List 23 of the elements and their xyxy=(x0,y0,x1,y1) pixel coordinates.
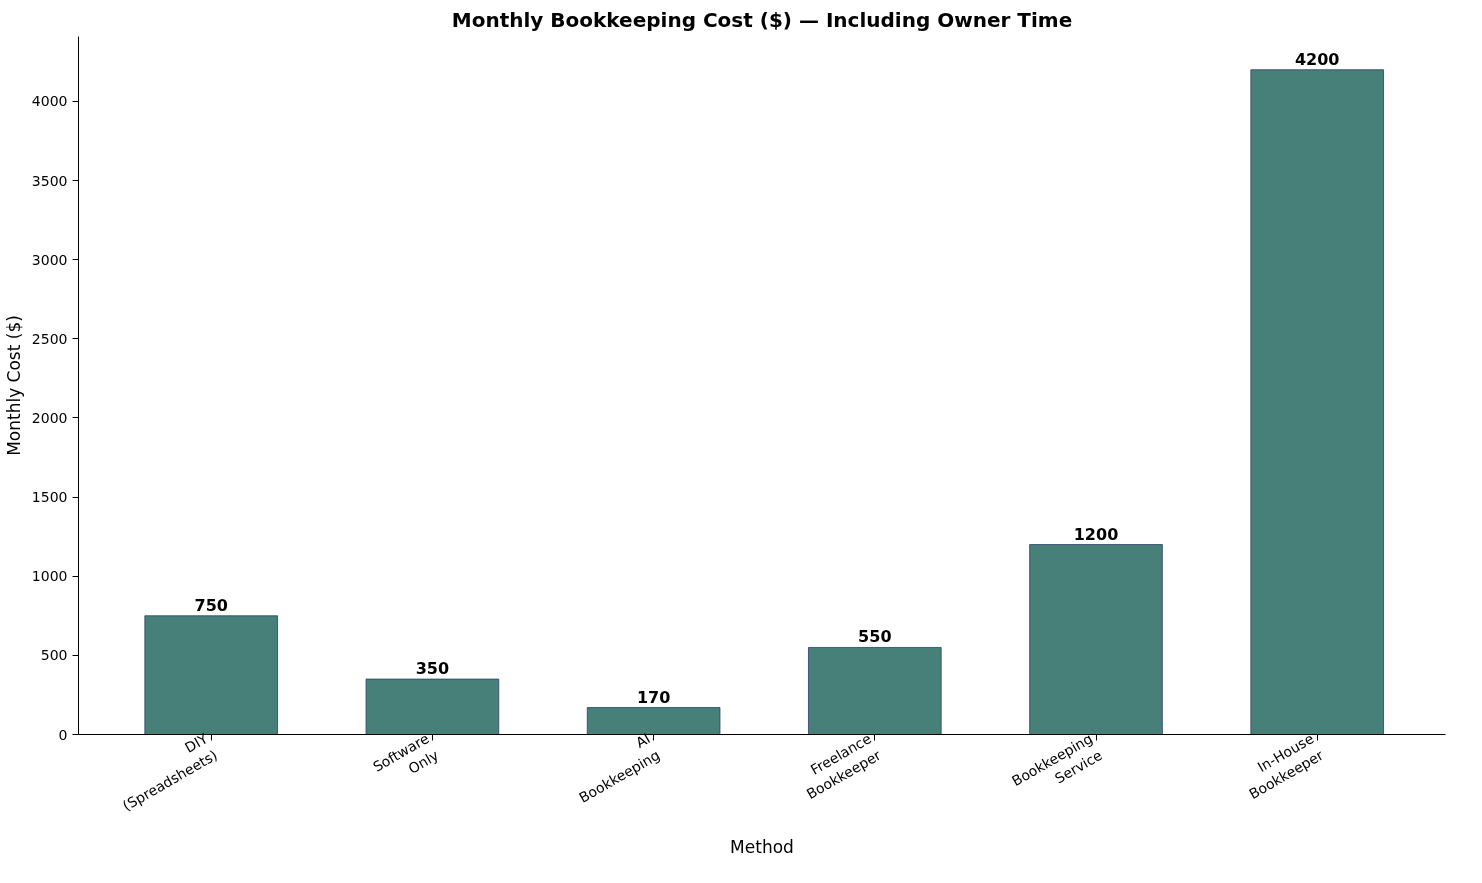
bar xyxy=(1029,544,1163,735)
data-label: 1200 xyxy=(1073,524,1119,544)
bar xyxy=(586,707,721,735)
y-tick-label: 1000 xyxy=(31,568,68,585)
data-label: 750 xyxy=(194,595,228,615)
chart-title: Monthly Bookkeeping Cost ($) — Including Owner Time xyxy=(451,7,1073,32)
bar xyxy=(365,678,500,735)
bar xyxy=(1250,69,1384,735)
data-label: 550 xyxy=(858,627,892,647)
data-label: 4200 xyxy=(1294,49,1340,69)
y-axis-title: Monthly Cost ($) xyxy=(3,315,24,456)
y-tick-label: 2000 xyxy=(31,409,68,426)
y-tick-label: 0 xyxy=(58,726,68,743)
bar xyxy=(808,647,942,735)
y-tick-label: 3000 xyxy=(31,251,68,268)
y-tick-label: 2500 xyxy=(31,330,68,347)
data-label: 350 xyxy=(415,659,450,679)
data-label: 170 xyxy=(636,687,671,707)
x-axis-title: Method xyxy=(730,837,794,858)
y-tick-label: 1500 xyxy=(31,489,68,506)
y-tick-label: 500 xyxy=(40,647,68,664)
y-tick-label: 4000 xyxy=(31,93,68,110)
y-tick-label: 3500 xyxy=(31,172,68,189)
